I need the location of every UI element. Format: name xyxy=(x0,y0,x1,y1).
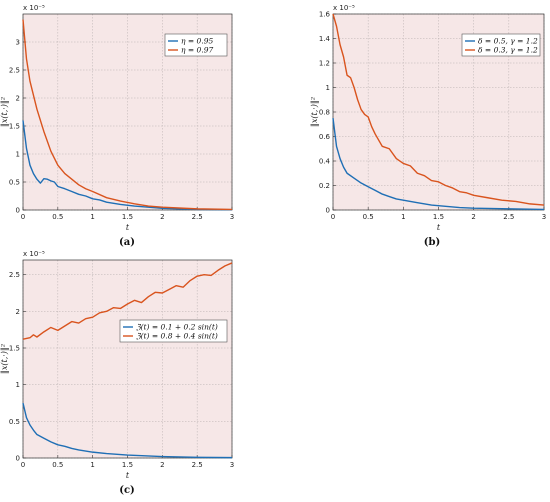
y-axis-label: ‖x(t,·)‖² xyxy=(310,97,319,127)
x-tick-label: 2.5 xyxy=(503,213,514,221)
legend-label-1: δ = 0.5, γ = 1.2 xyxy=(478,37,538,46)
x-tick-label: 0.5 xyxy=(363,213,374,221)
legend: ℨ(t) = 0.1 + 0.2 sin(t)ℨ(t) = 0.8 + 0.4 … xyxy=(119,319,228,343)
x-axis-label: t xyxy=(126,223,130,232)
y-tick-label: 1.5 xyxy=(9,345,20,353)
y-tick-label: 1.4 xyxy=(319,35,331,43)
y-tick-label: 1 xyxy=(16,381,20,389)
legend: η = 0.95η = 0.97 xyxy=(164,33,228,57)
legend-box xyxy=(461,33,541,57)
y-tick-label: 1.2 xyxy=(319,60,330,68)
axes-frame xyxy=(22,259,233,459)
panel-caption: (a) xyxy=(119,237,135,248)
series-line-2 xyxy=(332,13,545,206)
x-tick-label: 1.5 xyxy=(433,213,444,221)
y-tick-label: 1.5 xyxy=(9,123,20,131)
x-tick-label: 1 xyxy=(90,213,94,221)
y-tick-label: 2.5 xyxy=(9,67,20,75)
x-tick-label: 2.5 xyxy=(192,213,203,221)
y-tick-label: 1 xyxy=(326,84,330,92)
legend-label-2: δ = 0.3, γ = 1.2 xyxy=(478,46,538,55)
legend-box xyxy=(164,33,228,57)
legend-label-2: ℨ(t) = 0.8 + 0.4 sin(t) xyxy=(136,332,218,341)
x-tick-label: 1.5 xyxy=(122,461,133,469)
x-tick-label: 0 xyxy=(21,213,25,221)
x-tick-label: 1 xyxy=(90,461,94,469)
legend: δ = 0.5, γ = 1.2δ = 0.3, γ = 1.2 xyxy=(461,33,541,57)
y-tick-label: 0 xyxy=(16,207,20,215)
y-axis-label: ‖x(t,·)‖² xyxy=(0,344,9,374)
x-tick-label: 0 xyxy=(331,213,335,221)
x-tick-label: 2 xyxy=(160,213,164,221)
x-tick-label: 3 xyxy=(230,461,234,469)
series-line-1 xyxy=(332,118,545,211)
y-axis-label: ‖x(t,·)‖² xyxy=(0,97,9,127)
legend-label-1: ℨ(t) = 0.1 + 0.2 sin(t) xyxy=(136,323,218,332)
x-axis-label: t xyxy=(126,471,130,480)
y-tick-label: 1.6 xyxy=(319,11,331,19)
x-tick-label: 1 xyxy=(401,213,405,221)
y-tick-label: 2.5 xyxy=(9,271,20,279)
chart-2: 0 0.5 1 1.5 2 2.5 3 0 0.2 0.4 0.6 0.8 1 1.2 1.4 1.6x 10… xyxy=(310,4,546,248)
y-tick-label: 0.5 xyxy=(9,179,20,187)
y-tick-label: 0.6 xyxy=(319,133,331,141)
y-tick-label: 0.2 xyxy=(319,182,330,190)
panel-caption: (c) xyxy=(119,485,135,496)
y-tick-label: 0.4 xyxy=(319,158,331,166)
x-tick-label: 1.5 xyxy=(122,213,133,221)
y-tick-label: 2 xyxy=(16,95,20,103)
x-axis-label: t xyxy=(437,223,441,232)
x-tick-label: 2.5 xyxy=(192,461,203,469)
y-tick-label: 0 xyxy=(326,207,330,215)
x-tick-label: 0 xyxy=(21,461,25,469)
x-tick-label: 2 xyxy=(160,461,164,469)
exponent-label: x 10⁻⁵ xyxy=(333,4,355,12)
series-line-2 xyxy=(22,19,233,211)
x-tick-label: 3 xyxy=(542,213,546,221)
chart-3: 0 0.5 1 1.5 2 2.5 3 0 0.5 1 1.5 2 2.5 x 10⁻⁵ t ‖x(t,·)‖… xyxy=(0,250,234,496)
series-line-2 xyxy=(22,262,233,340)
series-line-1 xyxy=(22,402,233,459)
panel-caption: (b) xyxy=(424,237,440,248)
exponent-label: x 10⁻⁵ xyxy=(23,4,45,12)
chart-1: 0 0.5 1 1.5 2 2.5 3 0 0.5 1 1.5 2 2.5 3 x 10⁻⁵ t ‖x(t,·)… xyxy=(0,4,234,248)
x-tick-label: 0.5 xyxy=(52,461,63,469)
legend-label-2: η = 0.97 xyxy=(181,46,213,55)
x-tick-label: 2 xyxy=(471,213,475,221)
x-tick-label: 3 xyxy=(230,213,234,221)
series-line-1 xyxy=(22,120,233,211)
exponent-label: x 10⁻⁵ xyxy=(23,250,45,258)
y-tick-label: 1 xyxy=(16,151,20,159)
axes-frame xyxy=(332,13,545,211)
legend-label-1: η = 0.95 xyxy=(181,37,213,46)
y-tick-label: 0 xyxy=(16,455,20,463)
legend-box xyxy=(119,319,228,343)
y-tick-label: 0.8 xyxy=(319,109,330,117)
x-tick-label: 0.5 xyxy=(52,213,63,221)
axes-frame xyxy=(22,13,233,211)
y-tick-label: 2 xyxy=(16,308,20,316)
y-tick-label: 0.5 xyxy=(9,418,20,426)
y-tick-label: 3 xyxy=(16,39,20,47)
